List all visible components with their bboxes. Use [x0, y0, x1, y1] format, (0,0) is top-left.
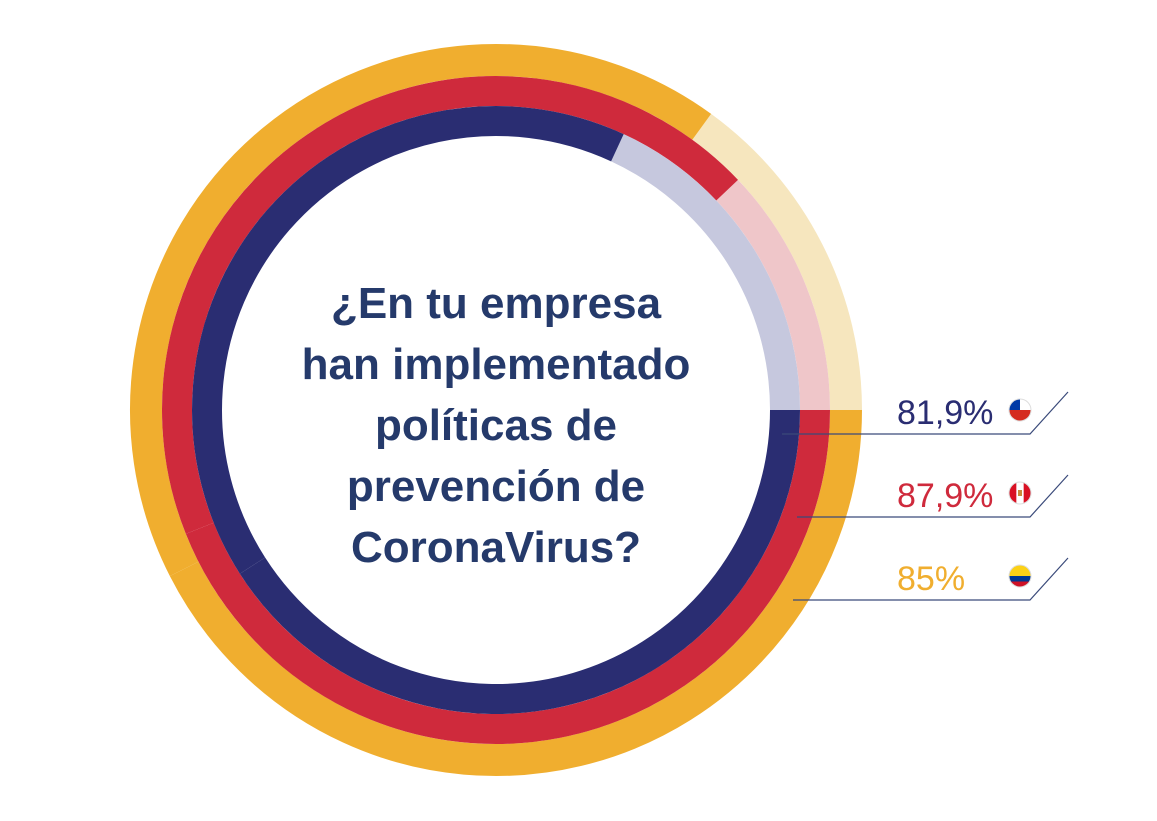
question-line-5: CoronaVirus? [351, 523, 641, 572]
value-label-1: 87,9% [897, 477, 993, 515]
question-line-4: prevención de [347, 462, 645, 511]
value-labels: 81,9% 87,9% 85% [782, 391, 1069, 601]
ring-value-0-part-0 [169, 409, 862, 776]
value-label-2: 81,9% [897, 394, 993, 432]
ring-remainder-0 [692, 113, 862, 411]
ring-value-0-part-1 [130, 44, 712, 577]
ring-remainder-2 [611, 134, 800, 411]
colombia-flag-icon [1008, 564, 1032, 588]
leader-line-1 [797, 474, 1069, 518]
peru-flag-icon [1008, 481, 1032, 505]
value-label-0: 85% [897, 560, 965, 598]
ring-value-2-part-1 [192, 106, 624, 574]
chart-question: ¿En tu empresa han implementado política… [302, 279, 691, 572]
rings-group [130, 44, 862, 776]
ring-value-1-part-1 [162, 76, 739, 534]
question-line-3: políticas de [375, 401, 617, 450]
question-line-2: han implementado [302, 340, 691, 389]
question-line-1: ¿En tu empresa [331, 279, 662, 328]
chile-flag-icon [1008, 398, 1032, 422]
ring-value-2-part-0 [239, 409, 800, 714]
ring-remainder-1 [716, 179, 830, 411]
leader-line-0 [793, 557, 1069, 601]
ring-value-1-part-0 [185, 409, 830, 744]
leader-line-2 [782, 391, 1069, 435]
